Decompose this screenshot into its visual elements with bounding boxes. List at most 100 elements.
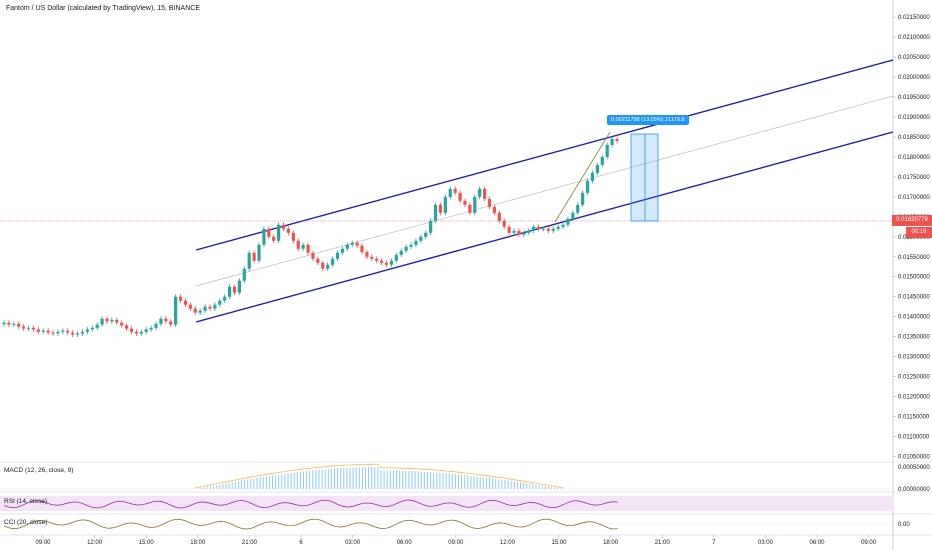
candle-body (257, 244, 261, 261)
candle-body (247, 252, 251, 269)
candle-body (232, 286, 237, 293)
candle-body (478, 188, 482, 197)
candle-body (512, 230, 516, 233)
candle-body (561, 224, 565, 227)
candle-body (301, 244, 305, 249)
candle-body (36, 329, 40, 332)
candle-body (527, 230, 531, 233)
y-tick-label: 0.01050000 (898, 454, 930, 460)
y-tick-label: 0.01500000 (898, 275, 930, 281)
candle-body (438, 204, 443, 213)
candle-body (296, 240, 300, 249)
candle-body (188, 304, 192, 309)
macd-label[interactable]: MACD (12, 26, close, 9) (4, 467, 74, 474)
x-tick-label: 09:00 (861, 540, 877, 546)
chart-title: Fantom / US Dollar (calculated by Tradin… (6, 5, 201, 12)
candle-body (277, 224, 281, 241)
candle-body (458, 192, 462, 201)
candle-body (453, 188, 457, 193)
x-tick-label: 12:00 (87, 540, 103, 546)
candle-body (139, 331, 143, 334)
candle-body (517, 230, 521, 235)
candle-body (532, 226, 536, 231)
candle-body (615, 138, 619, 141)
candle-body (600, 156, 604, 165)
x-tick-label: 06:00 (397, 540, 413, 546)
measure-label: 0.00211798 (13.05%) 21179.8 (607, 115, 689, 125)
candle-body (41, 330, 45, 332)
candle-body (80, 331, 85, 334)
candle-body (492, 206, 496, 213)
candle-body (433, 204, 438, 221)
measure-tool[interactable] (554, 131, 659, 223)
candle-body (541, 228, 546, 230)
candle-body (399, 250, 403, 255)
candle-body (95, 324, 99, 328)
candle-body (487, 198, 492, 207)
macd-signal-line (194, 463, 564, 489)
y-tick-label: 0.01300000 (898, 355, 930, 361)
candle-body (227, 286, 232, 297)
candle-body (17, 323, 21, 327)
candle-body (31, 327, 36, 330)
channel-upper-line (195, 59, 894, 251)
candle-body (159, 318, 163, 324)
candle-body (237, 280, 241, 293)
y-tick-label: 0.01350000 (898, 335, 930, 341)
candle-body (61, 330, 65, 332)
candle-body (546, 228, 550, 231)
candle-body (134, 331, 139, 334)
candle-body (590, 172, 595, 181)
candle-body (316, 258, 320, 263)
candle-body (576, 204, 580, 213)
candle-body (154, 323, 158, 328)
price-axis[interactable]: 0.02150000 0.02100000 0.02050000 0.02000000… (893, 15, 930, 460)
candle-body (100, 318, 104, 325)
x-tick-label: 15:00 (551, 540, 567, 546)
candle-body (120, 322, 124, 326)
candle-body (262, 228, 266, 245)
candle-body (340, 248, 344, 253)
x-tick-label: 18:00 (603, 540, 619, 546)
candle-body (286, 228, 291, 233)
candle-body (448, 188, 452, 197)
candle-body (51, 332, 55, 334)
candle-body (7, 322, 11, 325)
candle-body (198, 310, 202, 313)
candle-body (105, 318, 109, 322)
candle-body (375, 258, 379, 261)
y-tick-label: 0.01900000 (898, 115, 930, 121)
x-tick-label: 06:00 (809, 540, 825, 546)
candle-body (26, 327, 31, 329)
y-tick-label: 0.02150000 (898, 15, 930, 21)
candle-body (203, 306, 207, 311)
y-tick-label: 0.01250000 (898, 375, 930, 381)
time-axis[interactable]: 09:00 12:00 15:00 18:00 21:00 6 03:00 06:00 09:0… (35, 535, 877, 546)
candle-body (115, 319, 119, 323)
candle-body (90, 327, 94, 330)
x-tick-label: 18:00 (190, 540, 206, 546)
candle-body (571, 212, 575, 219)
cci-label[interactable]: CCI (20, close) (4, 519, 48, 526)
rsi-label[interactable]: RSI (14, close) (4, 498, 47, 505)
candle-body (110, 319, 114, 322)
x-tick-label: 21:00 (655, 540, 671, 546)
parallel-channel[interactable] (0, 59, 894, 323)
candle-body (169, 321, 173, 325)
candle-body (311, 252, 315, 259)
y-tick-label: 0.01850000 (898, 135, 930, 141)
candle-body (419, 236, 423, 241)
candle-body (605, 144, 609, 157)
candle-body (424, 232, 428, 237)
y-tick-label: 0.01700000 (898, 195, 930, 201)
candle-body (355, 242, 359, 246)
macd-pane: 0.00050000 0.00000000 (0, 463, 930, 493)
y-tick-label: 0.01950000 (898, 95, 930, 101)
candle-body (144, 329, 148, 332)
candle-body (12, 323, 16, 325)
candle-body (66, 330, 70, 333)
candle-body (409, 244, 413, 247)
candle-body (183, 300, 188, 305)
candle-body (174, 296, 178, 325)
